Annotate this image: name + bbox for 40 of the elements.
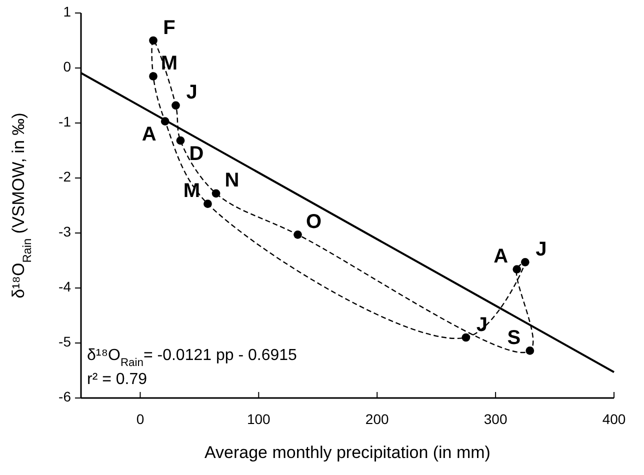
point: [212, 189, 220, 198]
y-tick-label: -4: [58, 278, 72, 295]
x-tick-label: 0: [136, 411, 144, 427]
x-tick-label: 400: [602, 411, 626, 427]
point: [204, 200, 212, 208]
point: [149, 72, 158, 80]
annotation: J: [186, 82, 198, 104]
annotation: J: [476, 314, 488, 336]
annotation: M: [160, 52, 178, 75]
point: [172, 101, 180, 110]
x-tick-label: 300: [484, 411, 508, 427]
point: [520, 258, 530, 266]
annotation: N: [224, 170, 240, 192]
x-axis-title: Average monthly precipitation (in mm): [204, 443, 490, 462]
annotation: F: [163, 16, 176, 39]
annotation: S: [507, 326, 521, 349]
annotation: r² = 0.79: [87, 371, 148, 388]
point: [462, 333, 470, 342]
annotation: D: [189, 142, 204, 165]
y-tick-label: -1: [58, 114, 72, 130]
y-tick-label: -2: [58, 168, 72, 185]
point: [160, 117, 170, 126]
point: [294, 230, 302, 239]
y-tick-label: -5: [58, 334, 72, 350]
annotation: M: [183, 180, 200, 202]
y-tick-label: 1: [63, 4, 72, 20]
point: [149, 36, 158, 45]
annotation: A: [494, 246, 508, 268]
annotation: δ¹⁸O$_{Rain}$= -0.0121 pp - 0.6915: [87, 347, 298, 369]
y-tick-label: -6: [58, 388, 72, 405]
annotation: J: [536, 238, 547, 260]
annotation: O: [306, 210, 322, 233]
x-tick-label: 200: [365, 411, 390, 427]
annotation: A: [142, 124, 156, 146]
y-tick-label: 0: [63, 58, 72, 75]
x-tick-label: 100: [246, 411, 271, 427]
point: [526, 346, 534, 355]
point: [176, 136, 185, 145]
point: [512, 265, 522, 274]
y-tick-label: -3: [58, 224, 72, 240]
